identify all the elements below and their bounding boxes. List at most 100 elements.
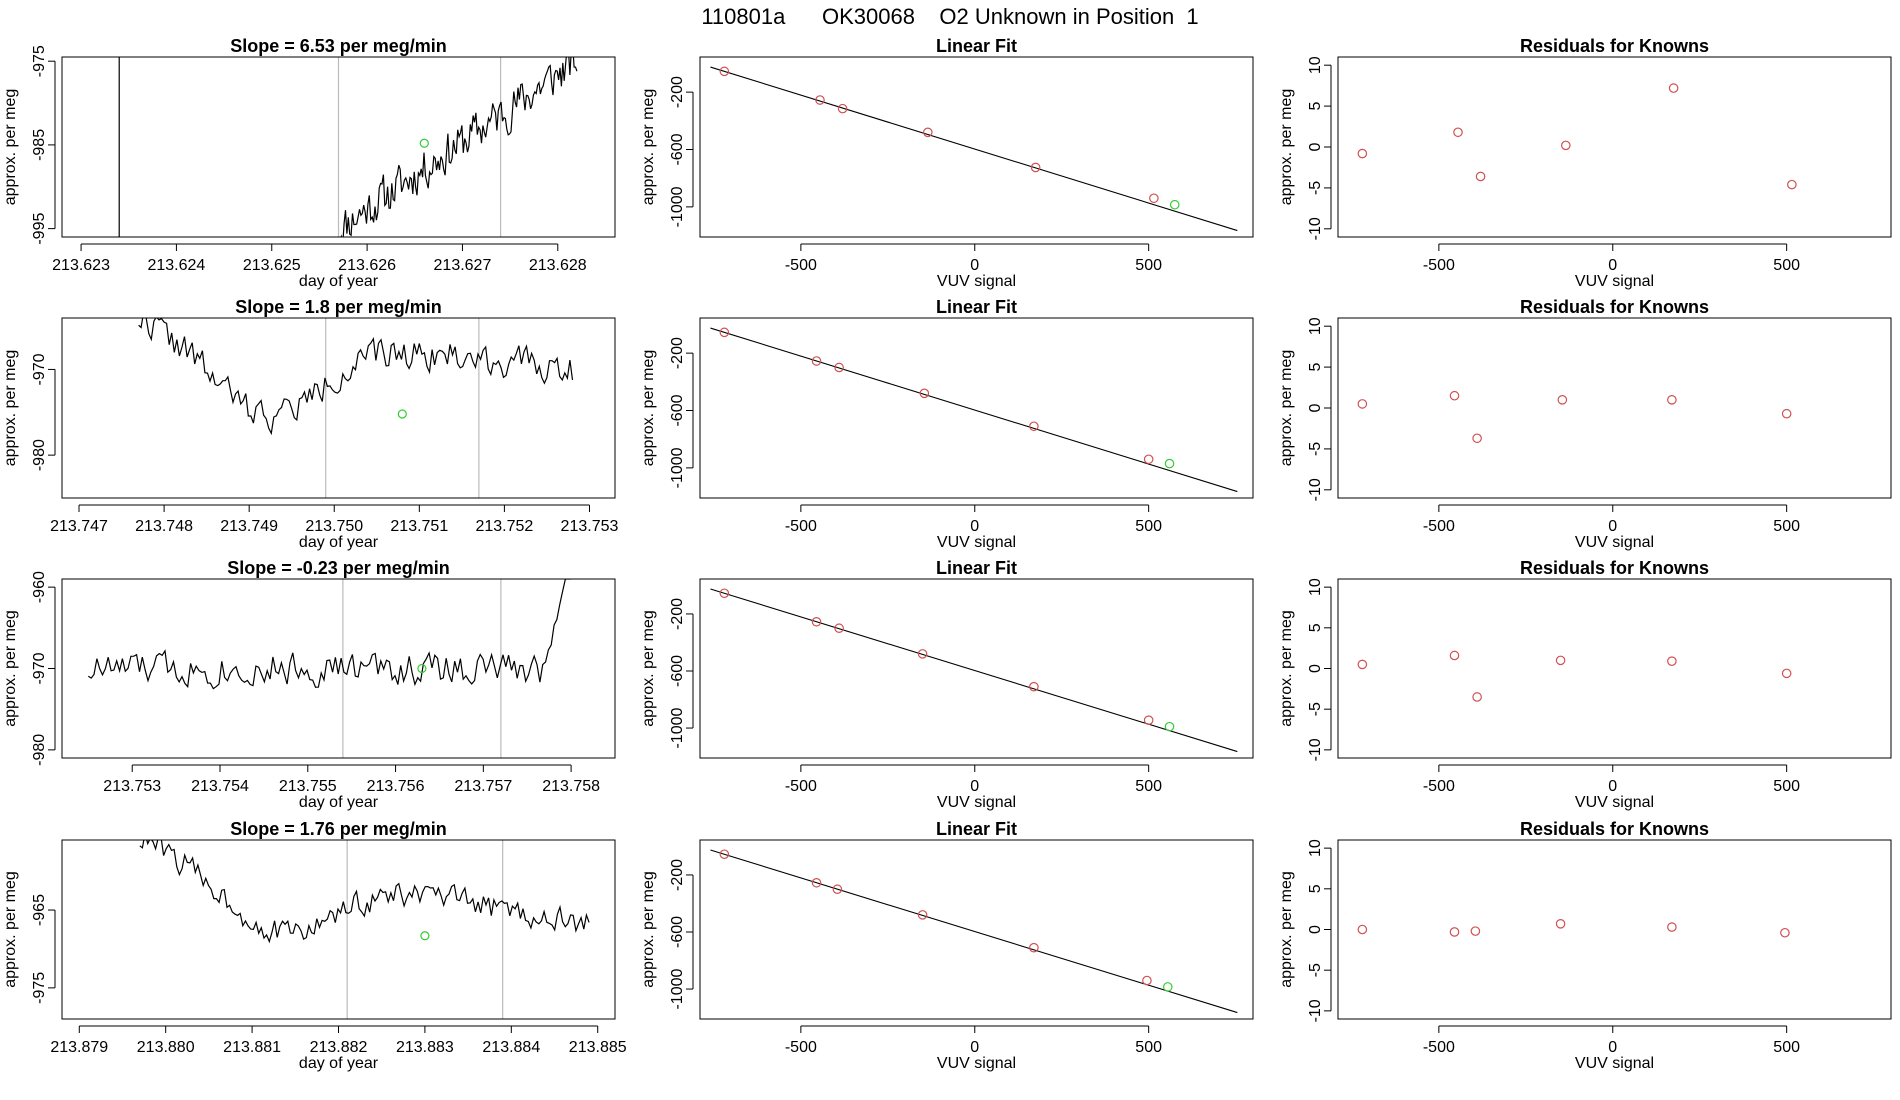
y-tick-label: -600	[669, 133, 686, 165]
residual-point	[1787, 179, 1797, 190]
residual-point	[1475, 171, 1486, 182]
y-tick-label: -975	[31, 972, 48, 1004]
y-axis-title: approx. per meg	[2, 610, 19, 727]
y-tick-label: -960	[31, 571, 48, 603]
panel-row1-residuals: Residuals for Knowns -500 0 500 VUV signal 10…	[1278, 36, 1892, 290]
panel-title: Slope = -0.23 per meg/min	[227, 558, 450, 578]
y-axis-title: approx. per meg	[1278, 871, 1295, 988]
y-tick-label: 5	[1307, 623, 1324, 632]
known-point	[917, 649, 928, 659]
plot-frame	[699, 839, 1254, 1020]
unknown-marker	[420, 931, 430, 941]
x-tick-label: 213.754	[191, 778, 249, 795]
y-tick-label: -600	[669, 394, 686, 426]
x-tick-label: 0	[1608, 257, 1617, 274]
unknown-marker	[397, 409, 407, 419]
y-axis-title: approx. per meg	[1278, 610, 1295, 727]
y-tick-label: 0	[1307, 142, 1324, 151]
plot-area	[710, 588, 1238, 753]
x-tick-label: 213.756	[367, 778, 425, 795]
unknown-point	[1164, 458, 1175, 469]
known-point	[834, 362, 844, 373]
x-tick-label: 500	[1135, 257, 1162, 274]
known-point	[832, 884, 843, 895]
y-tick-label: 0	[1307, 403, 1324, 412]
y-tick-label: 10	[1307, 317, 1324, 335]
residual-point	[1472, 433, 1482, 444]
x-tick-label: 500	[1773, 1039, 1800, 1056]
x-tick-label: -500	[785, 778, 817, 795]
known-point	[1143, 715, 1154, 726]
timeseries-line	[139, 840, 590, 944]
x-axis-title: VUV signal	[1575, 794, 1654, 811]
y-tick-label: 10	[1307, 839, 1324, 857]
plot-area	[138, 318, 574, 498]
known-point	[919, 388, 930, 399]
known-point	[1029, 681, 1039, 692]
plot-area	[710, 327, 1238, 493]
plot-frame	[1337, 578, 1892, 759]
y-tick-label: 0	[1307, 664, 1324, 673]
known-point	[923, 127, 933, 138]
y-tick-label: -600	[669, 655, 686, 687]
x-tick-label: -500	[1423, 518, 1455, 535]
y-tick-label: -995	[31, 213, 48, 245]
plot-area	[118, 57, 578, 237]
plot-area	[1357, 390, 1792, 444]
y-tick-label: -200	[669, 337, 686, 369]
residual-point	[1668, 83, 1679, 93]
plot-frame	[699, 317, 1254, 499]
panel-title: Residuals for Knowns	[1520, 297, 1709, 317]
y-tick-label: -5	[1307, 963, 1324, 977]
x-tick-label: 0	[1608, 518, 1617, 535]
x-tick-label: 213.748	[135, 518, 193, 535]
x-axis-title: day of year	[299, 534, 379, 551]
residual-point	[1561, 140, 1571, 151]
known-point	[1029, 942, 1039, 953]
known-point	[1149, 193, 1159, 204]
timeseries-line	[138, 318, 574, 436]
residual-point	[1449, 650, 1460, 661]
y-axis-title: approx. per meg	[1278, 350, 1295, 467]
y-tick-label: 5	[1307, 363, 1324, 372]
x-tick-label: 0	[1608, 1039, 1617, 1056]
panel-row2-timeseries: Slope = 1.8 per meg/min 213.747 213.748 213…	[2, 297, 618, 551]
timeseries-line	[340, 57, 578, 237]
x-tick-label: 213.881	[223, 1039, 281, 1056]
x-axis-title: VUV signal	[937, 534, 1016, 551]
x-tick-label: 213.757	[454, 778, 512, 795]
residual-point	[1470, 926, 1481, 936]
x-tick-label: 213.747	[50, 518, 108, 535]
plot-frame	[1337, 56, 1892, 238]
y-tick-label: -985	[31, 129, 48, 161]
plot-frame	[61, 839, 616, 1020]
y-tick-label: -970	[31, 353, 48, 385]
residual-point	[1357, 399, 1368, 409]
x-tick-label: 0	[970, 1039, 979, 1056]
unknown-point	[1169, 199, 1180, 210]
x-tick-label: 500	[1773, 778, 1800, 795]
x-axis-title: VUV signal	[937, 273, 1016, 290]
y-tick-label: -200	[669, 859, 686, 891]
panel-row1-fit: Linear Fit -500 0 500 VUV signal -200 -600 -100…	[640, 36, 1254, 290]
plot-frame	[61, 56, 616, 238]
plot-frame	[61, 317, 616, 499]
x-tick-label: 500	[1135, 778, 1162, 795]
y-tick-label: -200	[669, 598, 686, 630]
known-point	[811, 616, 822, 627]
known-point	[719, 327, 730, 338]
x-tick-label: 500	[1135, 518, 1162, 535]
panel-title: Slope = 6.53 per meg/min	[230, 36, 447, 56]
residual-point	[1667, 656, 1677, 666]
panel-row4-fit: Linear Fit -500 0 500 VUV signal -200 -600 -100…	[640, 819, 1254, 1072]
x-tick-label: -500	[1423, 1039, 1455, 1056]
panel-title: Residuals for Knowns	[1520, 819, 1709, 839]
residual-point	[1357, 659, 1368, 670]
known-point	[811, 356, 822, 366]
y-tick-label: 10	[1307, 56, 1324, 74]
panel-title: Residuals for Knowns	[1520, 36, 1709, 56]
y-axis-title: approx. per meg	[640, 89, 657, 206]
x-axis-title: VUV signal	[937, 1055, 1016, 1072]
panel-row1-timeseries: Slope = 6.53 per meg/min 213.623 213.624 21…	[2, 36, 616, 290]
known-point	[719, 66, 730, 77]
